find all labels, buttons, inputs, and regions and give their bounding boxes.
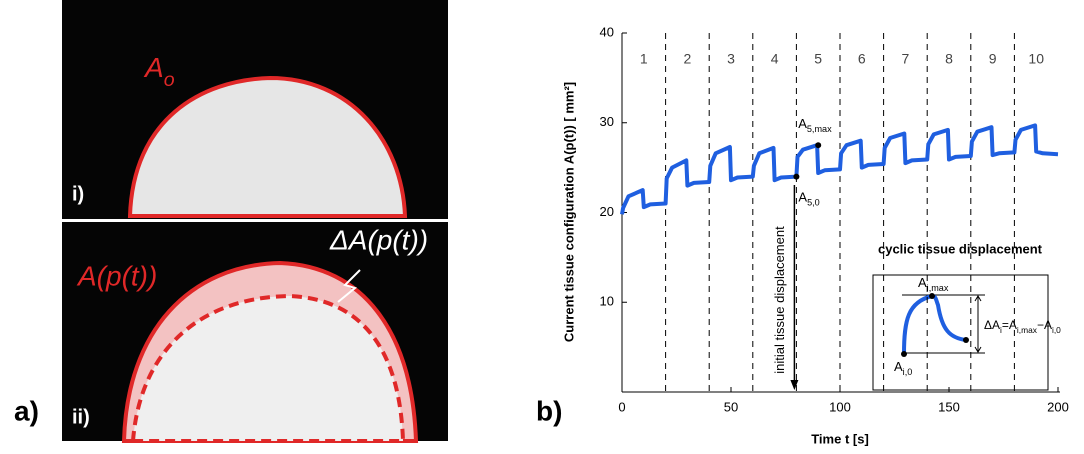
inset-curve <box>902 293 967 355</box>
area-label: A(p(t)) <box>76 260 157 291</box>
subscript: i,max <box>927 283 949 293</box>
delta-label: ΔA(p(t)) <box>329 224 428 255</box>
arrow-label: initial tissue displacement <box>772 226 787 374</box>
cycle-label: 6 <box>858 51 866 67</box>
panel-a: Ao i) A(p(t)) ΔA(p(t)) ii) a) <box>14 0 448 443</box>
inset-dot <box>963 337 969 343</box>
subscript: o <box>164 69 175 91</box>
cycle-label: 7 <box>902 51 910 67</box>
inset-label: Ai,0 <box>894 359 912 377</box>
roman-label: ii) <box>72 406 90 428</box>
panel-tag: a) <box>14 395 39 426</box>
subscript: i,max <box>1017 325 1038 335</box>
area-label: Ao <box>143 52 175 91</box>
text-part: ΔA <box>984 318 1000 332</box>
subscript: 5,max <box>807 125 832 135</box>
cycle-label: 2 <box>684 51 692 67</box>
annotation-label: A5,max <box>798 117 832 135</box>
text-part: A <box>143 52 164 83</box>
y-tick-label: 20 <box>600 204 614 219</box>
panel-tag: b) <box>536 395 562 426</box>
x-tick-label: 0 <box>618 399 625 414</box>
text-part: −A <box>1037 318 1052 332</box>
text-part: A <box>894 359 903 374</box>
annotation-dot <box>793 173 800 180</box>
y-tick-label: 40 <box>600 24 614 39</box>
cycle-label: 10 <box>1028 51 1044 67</box>
data-line <box>620 123 1059 215</box>
y-tick-label: 30 <box>600 114 614 129</box>
text-part: =A <box>1002 318 1017 332</box>
text-part: A <box>918 275 927 290</box>
x-tick-label: 100 <box>829 399 851 414</box>
tissue-outline <box>127 75 408 218</box>
inset-dot <box>929 293 935 299</box>
subscript: i <box>1000 325 1002 335</box>
x-tick-label: 200 <box>1047 399 1069 414</box>
inset-box <box>872 274 1049 391</box>
y-tick-label: 10 <box>600 294 614 309</box>
x-axis-label: Time t [s] <box>811 431 869 446</box>
subscript: 5,0 <box>807 198 820 208</box>
callout <box>337 269 361 303</box>
inset-label: Ai,max <box>918 275 949 293</box>
cycle-label: 9 <box>989 51 997 67</box>
cycle-label: 5 <box>814 51 822 67</box>
cycle-label: 1 <box>640 51 648 67</box>
inset-dot <box>901 351 907 357</box>
roman-label: i) <box>72 183 84 205</box>
y-axis-label: Current tissue configuration A(p(t)) [ m… <box>561 82 576 342</box>
x-tick-label: 150 <box>938 399 960 414</box>
text-part: A <box>798 117 807 132</box>
cycle-label: 3 <box>727 51 735 67</box>
subscript: i,0 <box>1052 325 1061 335</box>
text-part: A <box>798 190 807 205</box>
inset-title: cyclic tissue displacement <box>878 241 1043 256</box>
annotation-dot <box>815 142 822 149</box>
arrowhead <box>790 380 799 390</box>
inset: cyclic tissue displacement Ai,max Ai,0 Δ… <box>872 241 1061 391</box>
cycle-label: 8 <box>945 51 953 67</box>
subscript: i,0 <box>903 367 913 377</box>
x-tick-label: 50 <box>724 399 738 414</box>
inset-formula: ΔAi=Ai,max−Ai,0 <box>984 318 1061 335</box>
cycle-label: 4 <box>771 51 779 67</box>
tissue-outline-initial <box>130 293 406 443</box>
inset-arrowheads <box>974 295 982 353</box>
annotation-label: A5,0 <box>798 190 819 208</box>
